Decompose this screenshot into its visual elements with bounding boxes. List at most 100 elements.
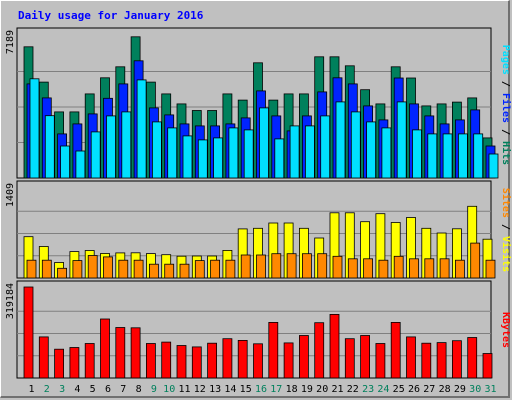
- axis-label-part: Pages: [500, 45, 511, 75]
- day-label-1: 1: [28, 384, 34, 395]
- bar-kbytes-day-9: [145, 343, 156, 379]
- panel-3: 319184 KBytes: [5, 280, 511, 379]
- bar-sites-day-7: [118, 259, 129, 279]
- panel-axis-label: Sites / Visits: [500, 188, 512, 272]
- bar-sites-day-9: [148, 263, 159, 279]
- bar-kbytes-day-2: [38, 336, 49, 379]
- bar-pages-day-23: [366, 121, 377, 179]
- bar-kbytes-day-13: [207, 342, 218, 379]
- bar-kbytes-day-26: [406, 336, 416, 379]
- day-label-12: 12: [194, 384, 206, 395]
- bar-pages-day-21: [335, 101, 346, 179]
- chart-title: Daily usage for January 2016: [18, 9, 204, 22]
- day-label-2: 2: [44, 384, 50, 395]
- bar-pages-day-19: [304, 125, 315, 179]
- bar-sites-day-12: [194, 260, 205, 279]
- axis-label-part: /: [500, 123, 511, 141]
- day-label-31: 31: [484, 384, 496, 395]
- bar-pages-day-5: [90, 131, 101, 179]
- bar-sites-day-13: [210, 259, 221, 279]
- day-label-15: 15: [240, 384, 252, 395]
- panel-axis-label: KBytes: [500, 312, 511, 348]
- day-label-27: 27: [423, 384, 435, 395]
- bar-kbytes-day-20: [314, 322, 325, 379]
- bar-pages-day-11: [182, 135, 193, 179]
- day-label-24: 24: [377, 384, 389, 395]
- bar-sites-day-30: [470, 242, 481, 279]
- bar-sites-day-28: [439, 258, 450, 279]
- axis-label-part: Sites: [500, 188, 512, 218]
- bar-kbytes-day-14: [222, 338, 233, 379]
- day-label-23: 23: [362, 384, 374, 395]
- bar-kbytes-day-4: [69, 347, 80, 379]
- panel-max-label: 1409: [5, 183, 16, 207]
- bar-sites-day-11: [179, 263, 190, 279]
- bar-sites-day-3: [57, 267, 67, 279]
- day-label-28: 28: [439, 384, 451, 395]
- bar-pages-day-24: [381, 127, 392, 179]
- bar-pages-day-20: [320, 115, 331, 179]
- bar-kbytes-day-1: [23, 286, 34, 379]
- bar-pages-day-26: [412, 129, 422, 179]
- axis-label-part: Visits: [500, 236, 512, 272]
- bar-sites-day-8: [133, 259, 144, 279]
- bar-sites-day-18: [286, 253, 297, 279]
- bar-pages-day-13: [213, 137, 224, 179]
- bar-kbytes-day-22: [344, 338, 355, 379]
- panel-2: 1409 Sites / Visits: [5, 180, 512, 279]
- day-label-17: 17: [270, 384, 282, 395]
- day-label-6: 6: [105, 384, 111, 395]
- bar-pages-day-7: [121, 111, 132, 179]
- day-label-29: 29: [454, 384, 466, 395]
- bar-kbytes-day-12: [191, 346, 202, 379]
- bar-sites-day-21: [332, 255, 343, 279]
- axis-label-part: /: [500, 75, 511, 93]
- day-label-3: 3: [59, 384, 65, 395]
- bar-pages-day-30: [473, 133, 484, 179]
- bar-pages-day-2: [44, 115, 55, 179]
- bar-sites-day-23: [363, 258, 374, 279]
- bar-sites-day-24: [378, 259, 389, 279]
- bar-kbytes-day-29: [451, 340, 462, 379]
- bar-pages-day-31: [488, 153, 499, 179]
- bar-kbytes-day-6: [100, 318, 110, 379]
- bar-pages-day-16: [259, 107, 269, 179]
- bar-kbytes-day-16: [253, 343, 263, 379]
- day-label-22: 22: [347, 384, 359, 395]
- bar-kbytes-day-21: [329, 313, 340, 379]
- bar-kbytes-day-17: [268, 321, 279, 379]
- panel-axis-label: Pages / Files / Hits: [500, 45, 512, 165]
- bar-sites-day-4: [72, 260, 83, 279]
- bar-sites-day-27: [424, 258, 435, 279]
- bar-sites-day-29: [454, 259, 465, 279]
- bar-pages-day-17: [274, 138, 285, 179]
- bar-pages-day-4: [75, 150, 86, 179]
- bar-pages-day-6: [106, 115, 116, 179]
- bar-kbytes-day-15: [237, 339, 248, 379]
- bar-sites-day-25: [393, 255, 404, 279]
- bar-sites-day-1: [26, 259, 37, 279]
- bar-sites-day-15: [240, 254, 251, 279]
- bar-pages-day-10: [167, 127, 178, 179]
- day-label-20: 20: [316, 384, 328, 395]
- bar-kbytes-day-19: [298, 335, 309, 379]
- bar-kbytes-day-30: [467, 337, 478, 379]
- bar-pages-day-27: [427, 133, 438, 179]
- bar-kbytes-day-31: [482, 353, 493, 379]
- bar-kbytes-day-5: [84, 343, 95, 379]
- day-label-30: 30: [469, 384, 481, 395]
- day-label-10: 10: [163, 384, 175, 395]
- bar-sites-day-17: [271, 253, 282, 279]
- bar-pages-day-25: [396, 101, 407, 179]
- day-label-25: 25: [393, 384, 405, 395]
- bar-kbytes-day-18: [283, 342, 294, 379]
- bar-pages-day-29: [457, 133, 468, 179]
- bar-pages-day-9: [151, 121, 162, 179]
- bar-pages-day-14: [228, 127, 239, 179]
- bar-kbytes-day-24: [375, 343, 386, 379]
- panel-max-label: 319184: [5, 283, 16, 319]
- panel-max-label: 7189: [5, 30, 16, 54]
- bar-kbytes-day-25: [390, 321, 401, 379]
- panel-1: 7189 Pages / Files / Hits: [5, 27, 512, 179]
